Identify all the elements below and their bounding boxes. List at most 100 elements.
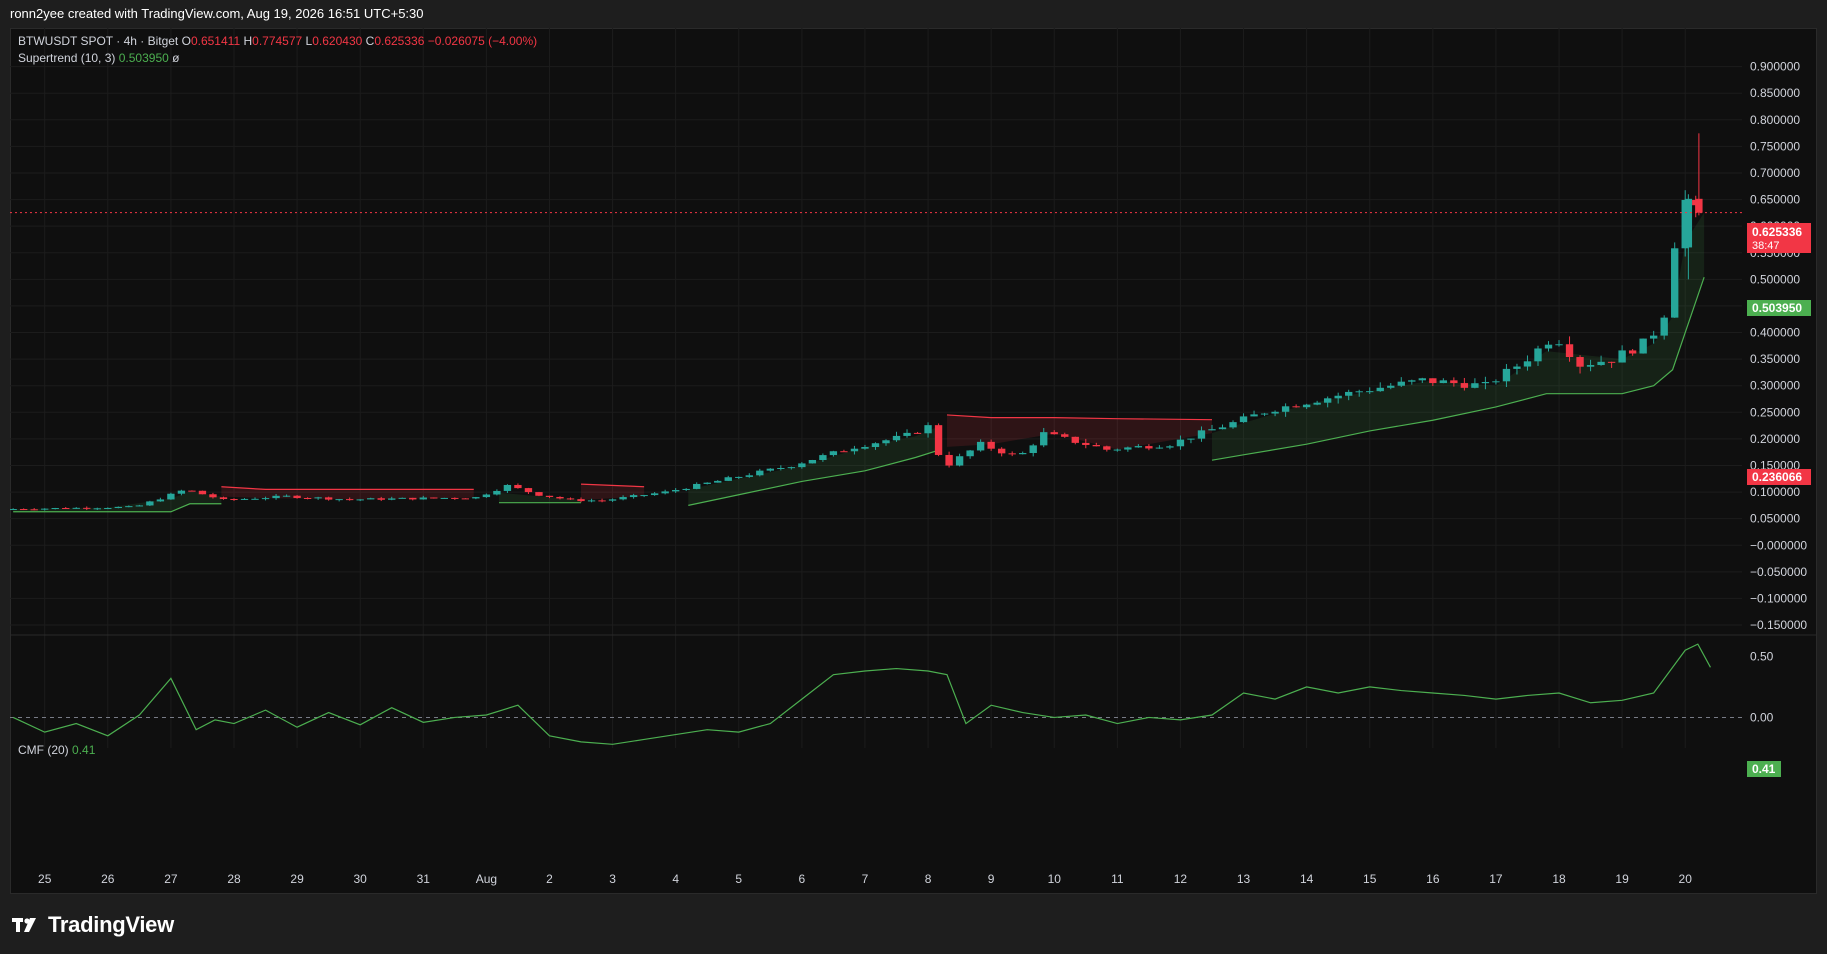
candle-body (997, 448, 1006, 454)
candle-body (850, 448, 859, 452)
candle-body (934, 425, 943, 455)
candle-body (62, 508, 70, 510)
x-tick-label: 9 (988, 872, 995, 886)
x-tick-label: 8 (925, 872, 932, 886)
candle-body (976, 441, 985, 451)
x-tick-label: 10 (1048, 872, 1062, 886)
y-tick-label: 0.500000 (1750, 272, 1800, 286)
candle-body (1481, 381, 1490, 384)
candle-body (1271, 411, 1279, 414)
candle-body (629, 495, 638, 498)
candle-body (240, 498, 249, 500)
supertrend-down-tag: 0.236066 (1752, 470, 1802, 484)
candle-body (1366, 391, 1374, 393)
candle-body (146, 501, 154, 506)
candle-body (693, 483, 701, 489)
x-tick-label: 2 (546, 872, 553, 886)
candle-body (135, 505, 144, 507)
supertrend-lines (13, 277, 1705, 513)
candle-body (303, 498, 312, 500)
x-tick-label: 29 (290, 872, 304, 886)
candle-body (903, 432, 911, 436)
candle-body (819, 455, 827, 461)
candle-body (735, 476, 743, 478)
price-axis[interactable]: 0.900000 0.850000 0.800000 0.750000 0.700000… (1750, 60, 1807, 632)
candle-body (19, 509, 28, 511)
candle-body (671, 490, 680, 492)
close-value: 0.625336 (374, 34, 425, 48)
candle-body (198, 490, 207, 495)
price-tags: 0.625336 38:47 0.503950 0.236066 0.41 (1747, 223, 1811, 777)
y-tick-label: −0.050000 (1750, 565, 1807, 579)
y-tick-label: 0.800000 (1750, 113, 1800, 127)
close-key: C (365, 34, 375, 48)
y-tick-label: 0.300000 (1750, 379, 1800, 393)
candle-body (1082, 442, 1090, 445)
candle-body (1695, 198, 1703, 213)
candle-body (1387, 385, 1395, 388)
candle-body (682, 488, 690, 491)
cmf-tick-label: 0.50 (1750, 649, 1774, 663)
price-chart[interactable]: 0.900000 0.850000 0.800000 0.750000 0.700000… (10, 28, 1817, 894)
time-axis[interactable]: 25 26 27 28 29 30 31 Aug 2 3 4 5 6 7 8 9 10 11 12 13 14 15 16 1… (38, 872, 1692, 886)
candle-body (156, 499, 165, 502)
symbol-label[interactable]: BTWUSDT SPOT · 4h · Bitget (18, 34, 179, 48)
candle-body (272, 495, 280, 499)
candle-body (398, 497, 406, 499)
candle-body (282, 495, 291, 497)
candle-body (1292, 406, 1300, 408)
candle-body (545, 495, 554, 497)
footer: TradingView (12, 910, 174, 940)
candle-body (577, 499, 585, 502)
open-value: 0.651411 (190, 34, 241, 48)
supertrend-segment (580, 483, 645, 488)
candle-body (892, 435, 901, 441)
y-tick-label: −0.100000 (1750, 591, 1807, 605)
price-tag-bg (1747, 223, 1811, 253)
x-tick-label: 14 (1300, 872, 1314, 886)
x-tick-label: 3 (609, 872, 616, 886)
price-tag: 0.625336 (1752, 225, 1802, 239)
candle-body (1281, 406, 1290, 412)
candle-body (1145, 446, 1153, 449)
candle-body (777, 468, 785, 470)
candle-body (324, 497, 333, 500)
candle-body (808, 460, 817, 464)
supertrend-fill (13, 212, 1705, 512)
candle-body (1218, 427, 1227, 430)
candle-body (535, 492, 543, 496)
candle-body (1166, 446, 1174, 448)
cmf-legend[interactable]: CMF (20) 0.41 (18, 743, 95, 757)
candle-body (1671, 248, 1679, 318)
supertrend-extra: ø (172, 51, 180, 65)
y-tick-label: 0.050000 (1750, 512, 1800, 526)
candle-body (619, 497, 627, 500)
candle-body (945, 454, 953, 466)
candle-body (1376, 387, 1384, 392)
candle-body (482, 494, 491, 498)
candle-body (661, 491, 669, 494)
supertrend-legend[interactable]: Supertrend (10, 3) 0.503950 ø (18, 51, 179, 65)
x-tick-label: 12 (1174, 872, 1188, 886)
candle-body (1345, 391, 1353, 396)
candle-body (587, 500, 596, 502)
supertrend-segment (688, 448, 941, 506)
x-tick-label: 30 (354, 872, 368, 886)
tradingview-logo-icon (12, 918, 36, 932)
candle-body (650, 493, 659, 496)
candle-body (1134, 446, 1143, 448)
x-tick-label: Aug (476, 872, 497, 886)
tradingview-brand[interactable]: TradingView (48, 912, 174, 937)
candle-body (566, 498, 575, 500)
candle-body (1607, 361, 1616, 363)
supertrend-band (498, 492, 582, 503)
candle-body (419, 497, 427, 500)
candle-body (840, 451, 848, 453)
x-tick-label: 16 (1426, 872, 1440, 886)
supertrend-up-tag-bg (1747, 300, 1811, 316)
supertrend-band (13, 491, 222, 512)
candle-body (230, 499, 238, 501)
candle-body (1418, 378, 1426, 381)
candle-body (1008, 453, 1016, 455)
candle-body (1576, 357, 1584, 367)
